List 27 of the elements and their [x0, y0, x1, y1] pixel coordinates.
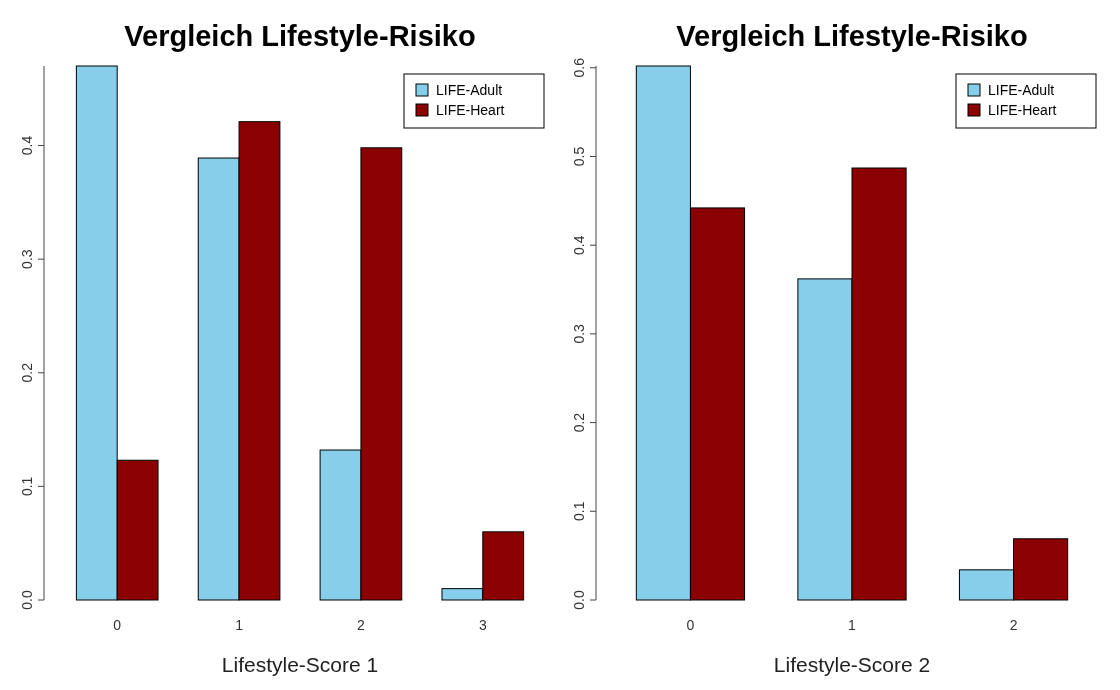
y-tick-label: 0.5	[571, 146, 587, 167]
legend-label: LIFE-Adult	[436, 82, 503, 98]
x-tick-label: 2	[357, 617, 366, 633]
x-tick-label: 3	[478, 617, 487, 633]
x-tick-label: 0	[113, 617, 122, 633]
chart-title: Vergleich Lifestyle-Risiko	[676, 20, 1028, 52]
y-tick-label: 0.0	[19, 590, 35, 610]
y-tick-label: 0.2	[571, 412, 587, 433]
y-tick-label: 0.0	[571, 590, 587, 610]
x-axis-title: Lifestyle-Score 2	[773, 653, 931, 676]
legend-label: LIFE-Heart	[436, 102, 505, 118]
x-tick-label: 1	[848, 617, 857, 633]
x-tick-label: 1	[235, 617, 244, 633]
y-tick-label: 0.3	[571, 323, 587, 344]
y-tick-label: 0.4	[19, 135, 35, 156]
x-tick-label: 2	[1009, 617, 1018, 633]
x-tick-label: 0	[686, 617, 695, 633]
y-tick-label: 0.1	[19, 476, 35, 497]
legend-label: LIFE-Adult	[988, 82, 1055, 98]
y-tick-label: 0.2	[19, 362, 35, 383]
y-tick-label: 0.6	[571, 57, 587, 78]
y-tick-label: 0.4	[571, 235, 587, 255]
y-tick-label: 0.3	[19, 249, 35, 269]
x-axis-title: Lifestyle-Score 1	[221, 653, 379, 676]
chart-title: Vergleich Lifestyle-Risiko	[124, 20, 476, 52]
y-tick-label: 0.1	[571, 501, 587, 522]
legend-label: LIFE-Heart	[988, 102, 1057, 118]
